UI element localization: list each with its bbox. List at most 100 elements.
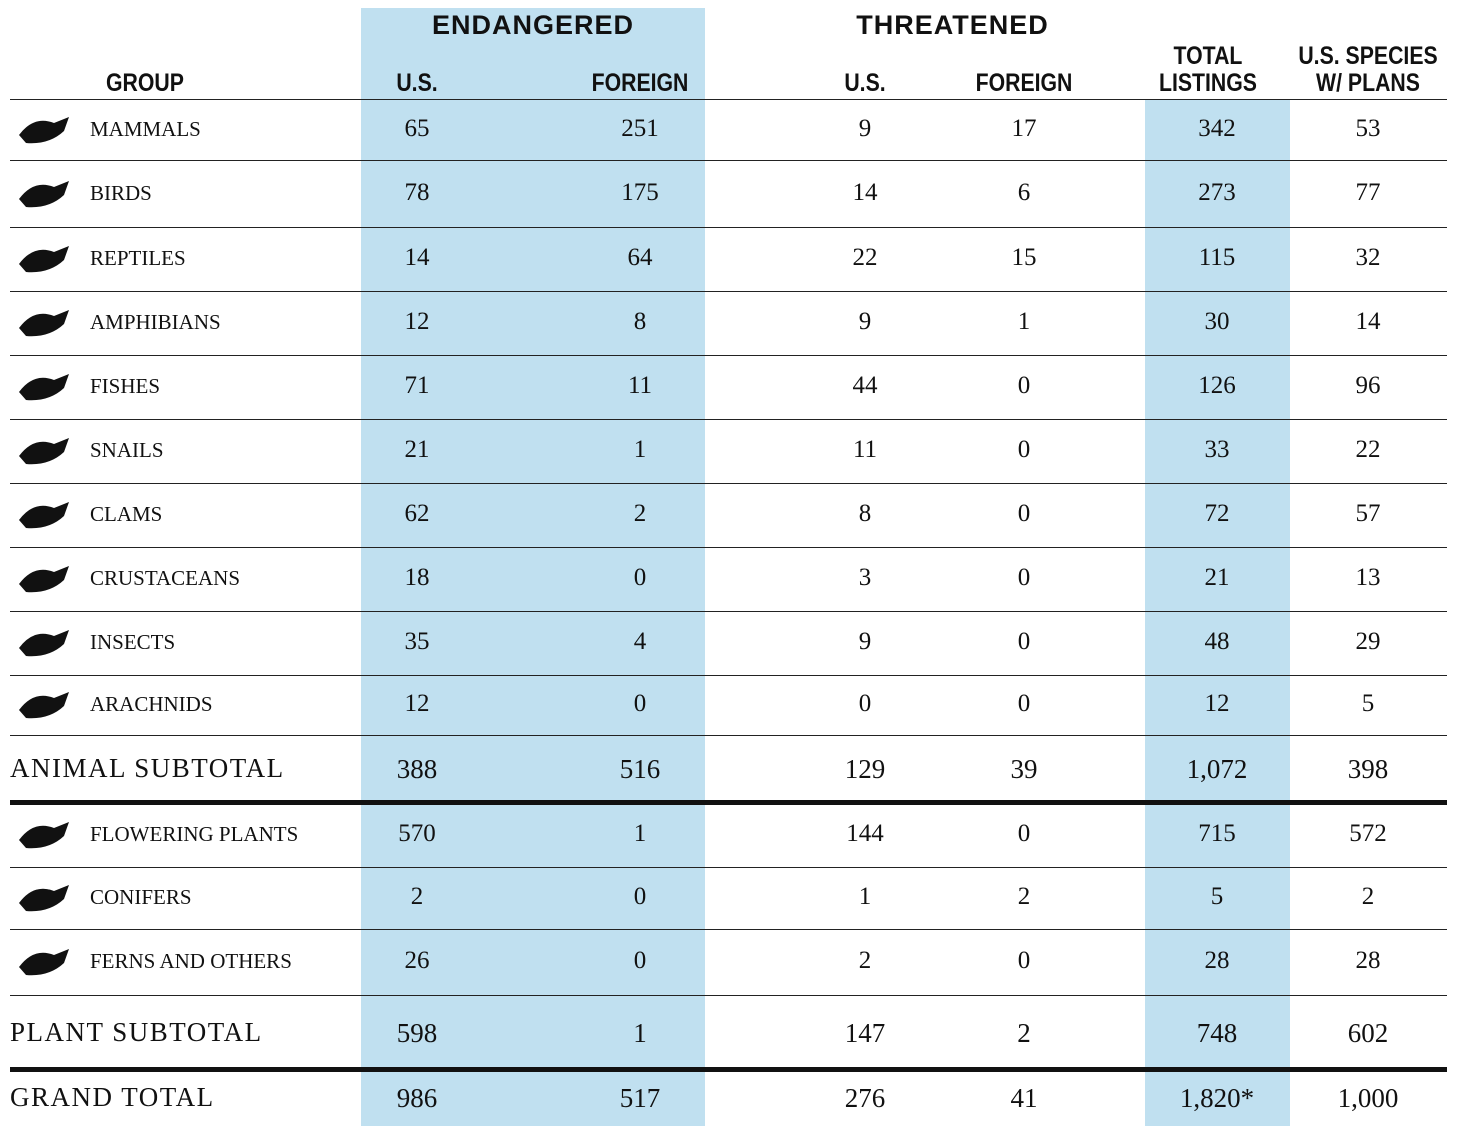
row-rule	[10, 735, 1447, 736]
cell: 9	[858, 308, 872, 335]
cell: 14	[1355, 308, 1381, 335]
row-label: CLAMS	[90, 502, 163, 526]
cell: 0	[1017, 564, 1031, 591]
cell: 0	[633, 690, 647, 717]
cell: 598	[396, 1017, 438, 1048]
cell: 129	[844, 754, 886, 784]
cell: 64	[627, 244, 653, 271]
cell: 14	[404, 244, 430, 271]
column-header: GROUP	[106, 69, 184, 97]
cell: 96	[1355, 372, 1381, 399]
total-band	[1145, 100, 1290, 1126]
cell: 30	[1204, 308, 1230, 335]
cell: 0	[1017, 690, 1031, 717]
column-header: U.S. SPECIES W/ PLANS	[1298, 42, 1438, 97]
row-rule	[10, 483, 1447, 484]
row-rule	[10, 867, 1447, 868]
thick-rule	[10, 1067, 1447, 1072]
cell: 126	[1198, 372, 1236, 399]
cell: 13	[1355, 564, 1381, 591]
cell: 0	[1017, 628, 1031, 655]
cell: 0	[1017, 820, 1031, 847]
cell: 517	[619, 1083, 661, 1113]
cell: 1,000	[1337, 1083, 1399, 1113]
cell: 12	[404, 308, 430, 335]
row-label: PLANT SUBTOTAL	[10, 1016, 263, 1047]
row-label: ARACHNIDS	[90, 692, 213, 716]
cell: 12	[404, 690, 430, 717]
cell: 1	[1017, 308, 1031, 335]
endangered-band	[361, 8, 705, 1126]
row-label: CONIFERS	[90, 885, 192, 909]
cell: 0	[1017, 436, 1031, 463]
cell: 21	[1204, 564, 1230, 591]
cell: 22	[852, 244, 878, 271]
group-icon	[19, 692, 69, 719]
row-label: CRUSTACEANS	[90, 566, 241, 590]
cell: 144	[846, 820, 884, 847]
cell: 18	[404, 564, 430, 591]
row-rule	[10, 995, 1447, 996]
cell: 71	[404, 372, 430, 399]
row-rule	[10, 355, 1447, 356]
group-icon	[19, 438, 69, 465]
cell: 1,072	[1186, 754, 1248, 784]
cell: 11	[627, 372, 653, 399]
row-label: GRAND TOTAL	[10, 1082, 215, 1112]
group-icon	[19, 630, 69, 657]
cell: 1	[858, 883, 872, 910]
group-icon	[19, 822, 69, 849]
cell: 35	[404, 628, 430, 655]
cell: 147	[844, 1017, 886, 1048]
cell: 115	[1198, 244, 1236, 271]
cell: 2	[858, 947, 872, 974]
row-rule	[10, 611, 1447, 612]
thick-rule	[10, 800, 1447, 805]
cell: 65	[404, 115, 430, 142]
row-rule	[10, 675, 1447, 676]
row-label: INSECTS	[90, 630, 176, 654]
cell: 17	[1011, 115, 1037, 142]
cell: 32	[1355, 244, 1381, 271]
cell: 0	[633, 564, 647, 591]
cell: 0	[633, 947, 647, 974]
cell: 48	[1204, 628, 1230, 655]
row-label: FERNS AND OTHERS	[90, 949, 292, 973]
cell: 72	[1204, 500, 1230, 527]
cell: 342	[1198, 115, 1236, 142]
cell: 388	[396, 754, 438, 784]
column-header: U.S.	[844, 69, 886, 97]
column-header: FOREIGN	[975, 69, 1073, 97]
cell: 8	[858, 500, 872, 527]
group-heading: ENDANGERED	[431, 10, 635, 40]
cell: 9	[858, 628, 872, 655]
cell: 6	[1017, 178, 1031, 206]
cell: 0	[633, 883, 647, 910]
row-label: FISHES	[90, 374, 161, 398]
cell: 2	[410, 883, 424, 910]
cell: 2	[1017, 883, 1031, 910]
column-header: FOREIGN	[591, 69, 689, 97]
group-icon	[19, 885, 69, 912]
row-rule	[10, 929, 1447, 930]
cell: 44	[852, 372, 878, 399]
cell: 57	[1355, 500, 1381, 527]
cell: 15	[1011, 244, 1037, 271]
cell: 28	[1355, 947, 1381, 974]
cell: 0	[1017, 372, 1031, 399]
group-icon	[19, 117, 69, 144]
cell: 175	[621, 178, 659, 206]
cell: 5	[1210, 883, 1224, 910]
cell: 26	[404, 947, 430, 974]
cell: 572	[1349, 820, 1387, 847]
cell: 1,820*	[1179, 1083, 1255, 1113]
cell: 2	[633, 500, 647, 527]
group-icon	[19, 180, 69, 207]
cell: 2	[1017, 1017, 1031, 1048]
cell: 570	[398, 820, 436, 847]
cell: 62	[404, 500, 430, 527]
cell: 715	[1198, 820, 1236, 847]
cell: 3	[858, 564, 872, 591]
cell: 21	[404, 436, 430, 463]
